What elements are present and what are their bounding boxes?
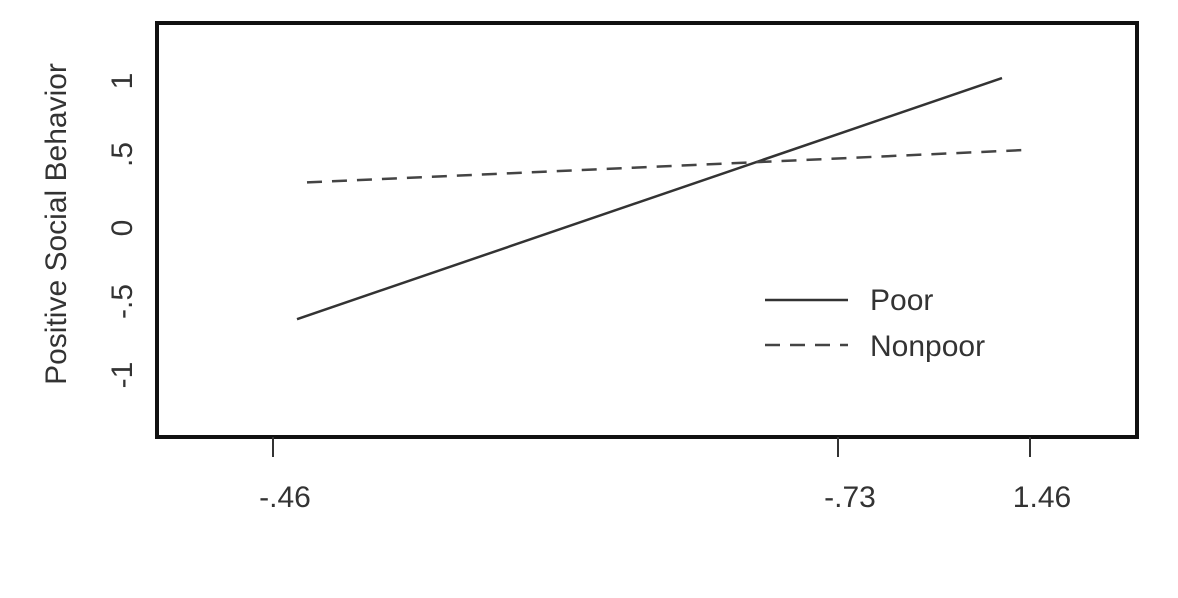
series-line-poor <box>296 76 1003 321</box>
legend-poor-label: Poor <box>870 284 933 317</box>
x-tick-label: 1.46 <box>1013 481 1071 514</box>
plot-frame <box>155 21 1139 439</box>
y-axis-label: Positive Social Behavior <box>40 63 73 385</box>
x-tick-label: -.46 <box>259 481 311 514</box>
x-tick-label: -.73 <box>824 481 876 514</box>
y-tick-label: 0 <box>106 220 139 237</box>
y-tick-label: -1 <box>106 362 139 389</box>
y-tick-label: -.5 <box>106 284 139 319</box>
series-line-nonpoor <box>306 148 1024 184</box>
x-axis: -.46 -.73 1.46 <box>259 437 1071 514</box>
legend: Poor Nonpoor <box>765 284 985 363</box>
y-tick-label: .5 <box>106 142 139 167</box>
plot-series <box>296 76 1024 321</box>
legend-nonpoor-label: Nonpoor <box>870 330 985 363</box>
y-axis: 1 .5 0 -.5 -1 <box>106 73 139 389</box>
y-tick-label: 1 <box>106 73 139 90</box>
